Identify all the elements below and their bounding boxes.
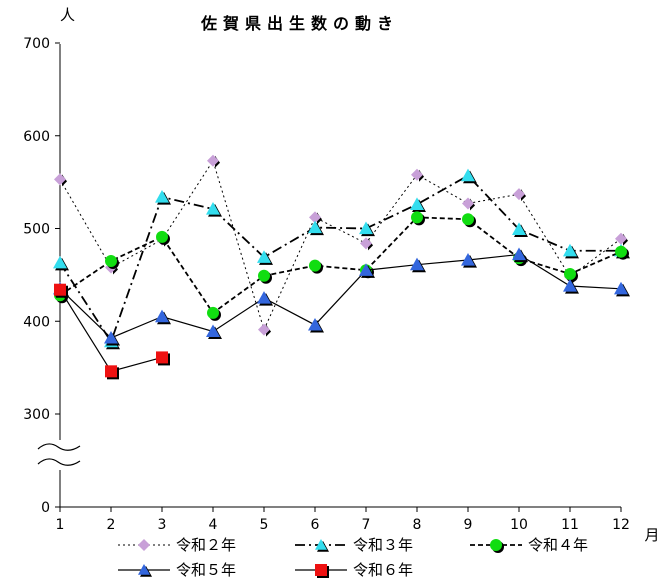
x-tick-label: 9 [464, 517, 473, 533]
axis-break-mark [37, 443, 81, 451]
data-point [156, 230, 170, 245]
series-line [59, 159, 622, 332]
data-point [461, 253, 477, 268]
data-point [462, 213, 476, 228]
x-tick-label: 4 [209, 517, 218, 533]
x-tick-label: 5 [260, 517, 269, 533]
y-tick-label: 400 [23, 314, 50, 330]
series-1 [54, 154, 628, 337]
data-point [206, 202, 222, 217]
x-axis-unit: 月 [644, 526, 659, 544]
data-point [207, 306, 221, 321]
y-tick-label: 300 [23, 407, 50, 423]
legend-label: 令和３年 [353, 536, 413, 554]
legend-item: 令和３年 [295, 536, 413, 554]
series-line [59, 253, 622, 339]
data-point [512, 247, 528, 263]
data-point [410, 197, 426, 212]
y-tick-label: 600 [23, 129, 50, 145]
series-2 [53, 168, 630, 350]
series-line [59, 174, 621, 344]
y-tick-label: 0 [41, 500, 50, 516]
data-point [513, 188, 526, 202]
x-tick-label: 6 [311, 517, 320, 533]
legend-item: 令和５年 [118, 561, 236, 579]
data-point [563, 243, 579, 259]
series-4 [53, 247, 630, 346]
x-tick-label: 1 [56, 517, 65, 533]
data-point [257, 250, 273, 265]
x-tick-label: 3 [158, 517, 167, 533]
data-point [512, 222, 528, 238]
legend-marker [138, 539, 150, 551]
data-point [563, 279, 579, 294]
legend-marker [315, 564, 329, 578]
data-point [53, 255, 69, 271]
y-axis-unit: 人 [60, 6, 75, 24]
data-point [614, 281, 630, 297]
data-point [360, 237, 373, 251]
y-tick-label: 700 [23, 36, 50, 52]
axes [36, 42, 622, 512]
series-5 [54, 283, 170, 380]
data-point [359, 263, 375, 278]
data-point [462, 197, 475, 211]
legend-marker [315, 539, 329, 552]
data-point [156, 351, 170, 366]
x-tick-label: 10 [510, 517, 528, 533]
data-point [155, 189, 171, 205]
legend-label: 令和６年 [353, 561, 413, 579]
chart-title: 佐賀県出生数の動き [200, 14, 399, 33]
legend-marker [138, 564, 152, 577]
legend-label: 令和４年 [528, 536, 588, 554]
legend-label: 令和５年 [176, 561, 236, 579]
legend-label: 令和２年 [176, 536, 236, 554]
data-point [54, 173, 67, 187]
data-point [257, 291, 273, 306]
data-point [308, 220, 324, 236]
data-point [206, 324, 222, 340]
data-point [105, 254, 119, 269]
data-point [54, 283, 68, 298]
series-group [53, 154, 630, 380]
series-line [59, 289, 163, 373]
x-tick-label: 7 [362, 517, 371, 533]
data-point [461, 168, 477, 184]
data-point [564, 267, 578, 282]
x-tick-label: 2 [107, 517, 116, 533]
x-tick-label: 11 [561, 517, 579, 533]
series-line [59, 216, 622, 315]
data-point [309, 211, 322, 225]
data-point [308, 317, 324, 333]
legend-item: 令和４年 [470, 536, 588, 554]
data-point [155, 309, 171, 325]
data-point [411, 211, 425, 226]
data-point [258, 323, 271, 337]
data-point [258, 269, 272, 284]
data-point [309, 259, 323, 274]
data-point [615, 232, 628, 246]
axis-break-mask [36, 440, 82, 470]
legend-item: 令和２年 [118, 536, 236, 554]
legend-item: 令和６年 [295, 561, 413, 579]
axis-break-mark [37, 458, 81, 466]
x-tick-label: 12 [612, 517, 630, 533]
data-point [410, 257, 426, 273]
data-point [615, 245, 629, 260]
data-point [359, 221, 375, 237]
data-point [207, 154, 220, 168]
legend-marker [490, 539, 504, 553]
data-point [104, 330, 120, 346]
x-tick-label: 8 [413, 517, 422, 533]
y-tick-label: 500 [23, 222, 50, 238]
data-point [105, 365, 119, 380]
data-point [411, 168, 424, 182]
